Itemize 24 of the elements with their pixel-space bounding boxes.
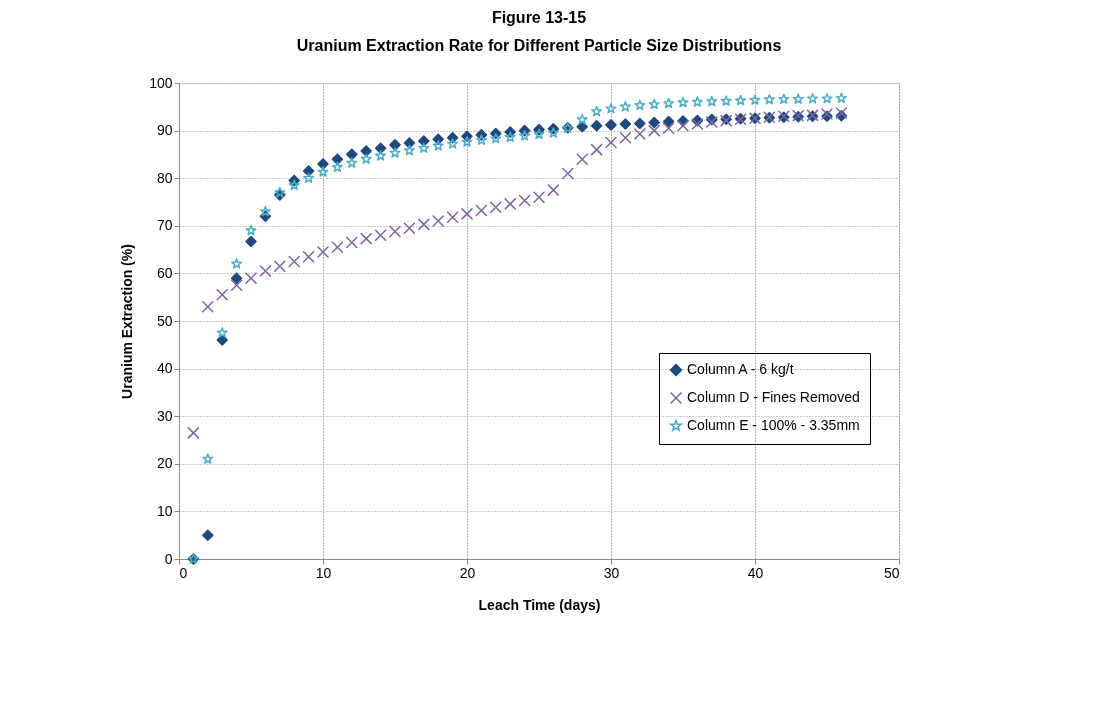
x-tick-label: 20 <box>459 564 476 581</box>
x-axis-title: Leach Time (days) <box>478 596 601 613</box>
chart-title: Figure 13-15 <box>491 9 587 26</box>
x-tick-label: 0 <box>179 564 188 581</box>
y-tick-label: 80 <box>156 169 173 186</box>
y-tick-label: 20 <box>156 455 173 472</box>
y-tick-label: 0 <box>164 550 173 567</box>
legend-label: Column D - Fines Removed <box>687 389 860 405</box>
legend-label: Column A - 6 kg/t <box>687 361 794 377</box>
legend-label: Column E - 100% - 3.35mm <box>687 417 860 433</box>
y-tick-label: 100 <box>149 74 173 91</box>
x-tick-label: 30 <box>603 564 620 581</box>
y-axis-title: Uranium Extraction (%) <box>119 244 136 399</box>
y-tick-label: 50 <box>156 312 173 329</box>
x-tick-label: 10 <box>315 564 332 581</box>
x-tick-label: 50 <box>883 564 900 581</box>
y-tick-label: 10 <box>156 502 173 519</box>
y-tick-label: 40 <box>156 360 173 377</box>
x-tick-label: 40 <box>747 564 764 581</box>
y-tick-label: 30 <box>156 407 173 424</box>
chart-subtitle: Uranium Extraction Rate for Different Particle Size Distributions <box>296 37 782 54</box>
y-tick-label: 70 <box>156 217 173 234</box>
y-tick-label: 60 <box>156 264 173 281</box>
y-tick-label: 90 <box>156 122 173 139</box>
